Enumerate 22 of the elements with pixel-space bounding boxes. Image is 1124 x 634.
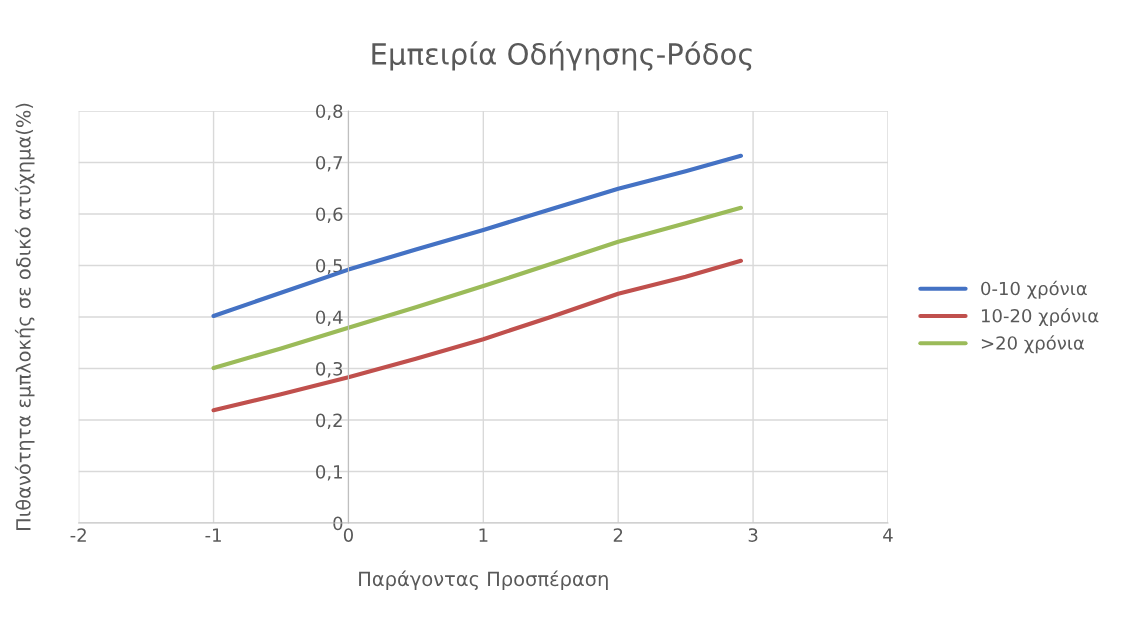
x-tick-label: 1 bbox=[479, 528, 488, 542]
x-tick-label: -1 bbox=[205, 528, 221, 542]
x-tick-label: 3 bbox=[748, 528, 758, 542]
legend-label: >20 χρόνια bbox=[981, 335, 1084, 354]
legend-label: 0-10 χρόνια bbox=[981, 280, 1087, 299]
x-tick-label: 2 bbox=[613, 528, 623, 542]
x-axis-title: Παράγοντας Προσπέραση bbox=[359, 570, 608, 591]
legend-label: 10-20 χρόνια bbox=[981, 307, 1099, 327]
y-tick-label: 0 bbox=[333, 516, 343, 531]
y-tick-label: 0,8 bbox=[316, 104, 343, 120]
line-series bbox=[211, 258, 744, 413]
y-axis-title: Πιθανότητα εμπλοκής σε οδικό ατύχημα(%) bbox=[14, 103, 35, 531]
chart-title: Εμπειρία Οδήγησης-Ρόδος bbox=[372, 41, 752, 71]
x-tick-label: 0 bbox=[343, 528, 353, 542]
y-tick-label: 0,7 bbox=[316, 155, 343, 172]
y-tick-label: 0,2 bbox=[316, 413, 342, 429]
y-tick-label: 0,3 bbox=[316, 361, 343, 378]
x-tick-label: 4 bbox=[883, 528, 893, 542]
y-tick-label: 0,4 bbox=[316, 310, 343, 326]
y-tick-label: 0,6 bbox=[316, 207, 343, 223]
x-tick-label: -2 bbox=[70, 528, 86, 542]
y-tick-label: 0,1 bbox=[316, 465, 342, 481]
